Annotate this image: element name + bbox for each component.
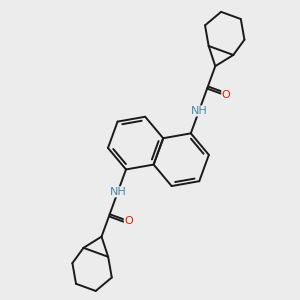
- Text: NH: NH: [110, 187, 126, 197]
- Text: O: O: [222, 91, 230, 100]
- Text: NH: NH: [190, 106, 207, 116]
- Text: O: O: [124, 216, 133, 226]
